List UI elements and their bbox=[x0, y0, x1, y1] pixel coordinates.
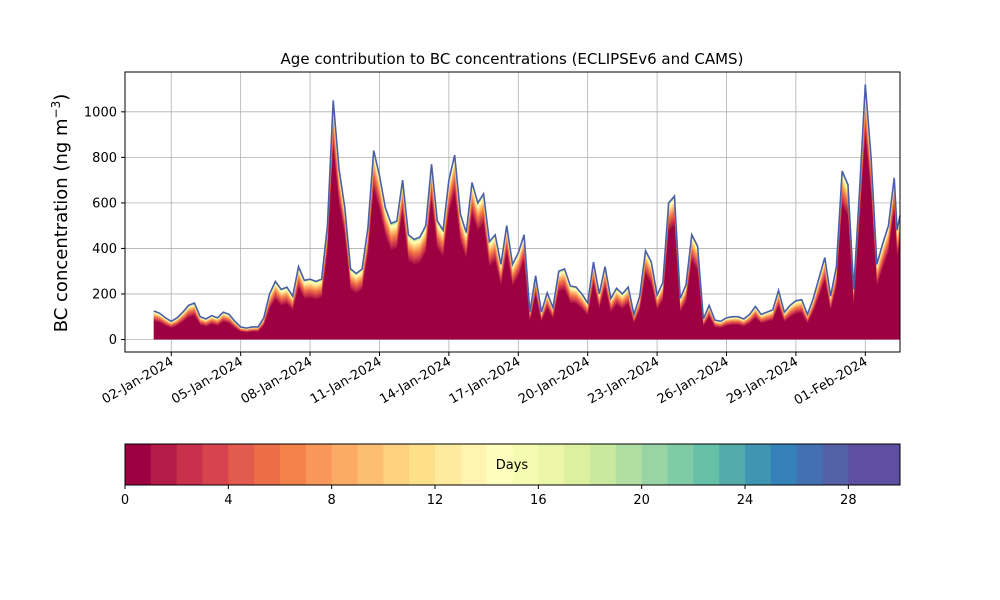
colorbar-segment-24 bbox=[745, 444, 772, 485]
colorbar-tick-label: 20 bbox=[633, 493, 650, 508]
colorbar-segment-28 bbox=[848, 444, 875, 485]
y-tick-label: 600 bbox=[92, 196, 117, 211]
colorbar-segment-12 bbox=[435, 444, 462, 485]
colorbar-segment-0 bbox=[125, 444, 152, 485]
colorbar-segment-18 bbox=[590, 444, 617, 485]
colorbar-segment-20 bbox=[641, 444, 668, 485]
colorbar-segment-10 bbox=[383, 444, 410, 485]
colorbar-segment-22 bbox=[693, 444, 720, 485]
colorbar-segment-23 bbox=[719, 444, 746, 485]
colorbar: 0 4 8 12 16 20 24 28 bbox=[121, 443, 901, 508]
colorbar-tick-label: 24 bbox=[737, 493, 754, 508]
colorbar-tick-label: 12 bbox=[427, 493, 444, 508]
colorbar-segment-2 bbox=[176, 444, 203, 485]
colorbar-segment-5 bbox=[254, 444, 281, 485]
chart-title: Age contribution to BC concentrations (E… bbox=[281, 50, 744, 68]
colorbar-segment-1 bbox=[150, 444, 178, 485]
y-tick-label: 1000 bbox=[84, 105, 117, 120]
y-axis-label: BC concentration (ng m−3) bbox=[49, 94, 72, 333]
colorbar-segment-17 bbox=[564, 444, 591, 485]
colorbar-segment-3 bbox=[202, 444, 229, 485]
colorbar-tick-label: 16 bbox=[530, 493, 547, 508]
colorbar-segment-6 bbox=[280, 444, 307, 485]
colorbar-tick-label: 8 bbox=[328, 493, 336, 508]
colorbar-label: Days bbox=[496, 458, 529, 473]
y-tick-label: 400 bbox=[92, 242, 117, 257]
colorbar-segment-26 bbox=[796, 444, 823, 485]
colorbar-segment-8 bbox=[331, 444, 358, 485]
plot-area: 0200400600800100002-Jan-202405-Jan-20240… bbox=[84, 71, 901, 408]
colorbar-segment-7 bbox=[305, 444, 333, 485]
y-tick-label: 800 bbox=[92, 151, 117, 166]
colorbar-segment-14 bbox=[486, 444, 513, 485]
y-axis-label-suffix: ) bbox=[51, 94, 72, 101]
colorbar-segment-4 bbox=[228, 444, 255, 485]
colorbar-segment-29 bbox=[874, 444, 901, 485]
colorbar-segment-19 bbox=[615, 444, 643, 485]
colorbar-tick-label: 4 bbox=[224, 493, 232, 508]
y-tick-label: 0 bbox=[109, 333, 117, 348]
colorbar-segment-25 bbox=[770, 444, 798, 485]
colorbar-segment-13 bbox=[460, 444, 488, 485]
y-tick-label: 200 bbox=[92, 287, 117, 302]
y-axis-label-exponent: −3 bbox=[49, 101, 63, 119]
colorbar-segment-9 bbox=[357, 444, 384, 485]
colorbar-segment-11 bbox=[409, 444, 436, 485]
colorbar-frame bbox=[124, 443, 901, 486]
y-axis-label-text: BC concentration (ng m bbox=[51, 118, 72, 332]
colorbar-tick-label: 0 bbox=[121, 493, 129, 508]
colorbar-tick-label: 28 bbox=[840, 493, 857, 508]
colorbar-segment-21 bbox=[667, 444, 694, 485]
colorbar-segment-16 bbox=[538, 444, 565, 485]
colorbar-segment-27 bbox=[822, 444, 849, 485]
colorbar-segment-15 bbox=[512, 444, 539, 485]
plot-frame bbox=[124, 71, 901, 353]
age-band-0-days bbox=[153, 135, 901, 340]
total-concentration-line bbox=[153, 84, 901, 329]
